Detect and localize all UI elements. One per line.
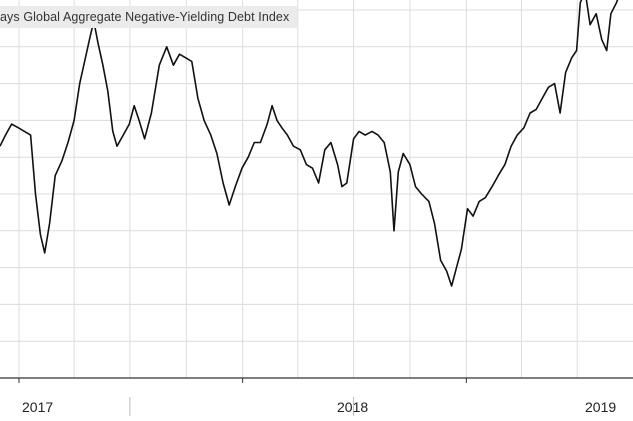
series-line bbox=[0, 0, 619, 287]
x-tick-label-2019: 2019 bbox=[585, 399, 617, 415]
x-tick-label-2017: 2017 bbox=[22, 399, 54, 415]
legend-label: ays Global Aggregate Negative-Yielding D… bbox=[0, 10, 290, 24]
legend: ays Global Aggregate Negative-Yielding D… bbox=[0, 6, 298, 28]
chart-gridlines bbox=[0, 0, 633, 378]
x-axis-ticks bbox=[18, 378, 467, 416]
x-tick-label-2018: 2018 bbox=[337, 399, 369, 415]
